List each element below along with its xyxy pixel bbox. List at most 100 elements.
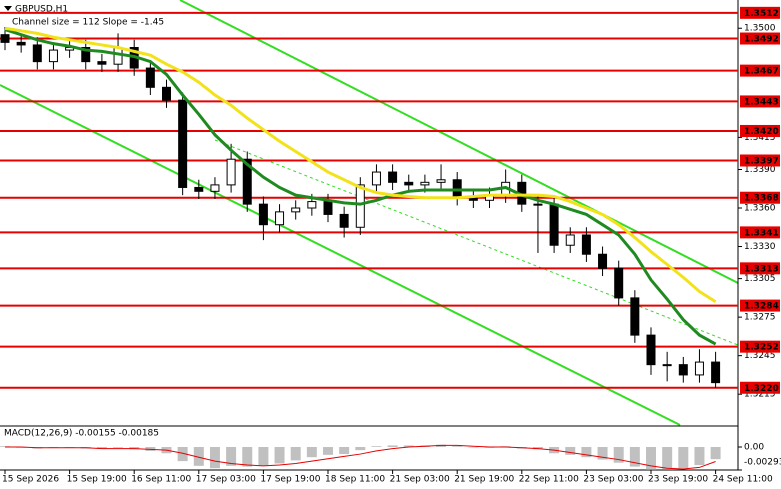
candle-body	[404, 181, 414, 186]
level-chip	[740, 226, 780, 239]
candle-body	[16, 41, 26, 46]
candle-body	[32, 44, 42, 63]
macd-bar	[113, 446, 124, 448]
level-label: 1.3420	[744, 127, 779, 137]
candle-body	[291, 207, 301, 213]
macd-bar	[226, 446, 237, 466]
level-label: 1.3313	[744, 264, 779, 274]
macd-bar	[371, 446, 382, 447]
chart-subtitle: Channel size = 112 Slope = -1.45	[12, 18, 164, 28]
macd-bar	[613, 446, 624, 463]
level-label: 1.3252	[744, 343, 779, 353]
candle-body	[565, 234, 575, 246]
macd-bar	[323, 446, 333, 455]
candle-body	[178, 99, 188, 188]
candle-body	[711, 361, 721, 384]
level-chip	[740, 191, 780, 204]
macd-bar	[96, 446, 107, 449]
macd-bar	[468, 446, 479, 448]
macd-bar	[646, 446, 656, 470]
level-chip	[740, 262, 780, 275]
candle-body	[662, 364, 672, 367]
level-chip	[740, 32, 780, 45]
level-label: 1.3467	[744, 67, 779, 77]
candle-body	[242, 158, 252, 205]
candle-body	[694, 361, 704, 376]
macd-bar	[710, 446, 721, 460]
candle-body	[371, 171, 381, 186]
y-tick-label: 1.3360	[744, 204, 776, 214]
y-tick-label: 1.3500	[744, 24, 776, 34]
macd-bar	[274, 446, 285, 464]
x-tick-label: 23 Sep 03:00	[583, 475, 643, 485]
candle-body	[630, 297, 640, 336]
x-tick-label: 24 Sep 11:00	[713, 475, 773, 485]
candle-body	[145, 67, 155, 88]
macd-bar	[177, 446, 188, 462]
level-label: 1.3284	[744, 302, 779, 312]
level-chip	[740, 95, 780, 108]
level-label: 1.3512	[744, 9, 779, 19]
macd-bar	[565, 446, 576, 455]
candle-body	[436, 179, 446, 183]
macd-bar	[306, 446, 317, 458]
macd-bar	[355, 446, 366, 451]
channel	[0, 0, 739, 426]
y-tick-label: 1.3330	[744, 242, 776, 252]
level-label: 1.3220	[744, 384, 779, 394]
level-chip	[740, 340, 780, 353]
menu-arrow	[4, 6, 12, 11]
candle-body	[598, 253, 608, 269]
level-label: 1.3368	[744, 194, 779, 204]
macd-title: MACD(12,26,9) -0.00155 -0.00185	[4, 429, 159, 439]
y-tick-label: 1.3275	[744, 313, 776, 323]
x-tick-label: 21 Sep 03:00	[390, 475, 450, 485]
candle-body	[194, 186, 204, 192]
level-chip	[740, 6, 780, 19]
level-label: 1.3443	[744, 97, 779, 107]
channel-upper	[179, 0, 739, 284]
candle-body	[0, 34, 10, 43]
candle-body	[646, 334, 656, 366]
macd-bar	[242, 446, 253, 467]
candle-body	[97, 61, 107, 65]
x-tick-label: 22 Sep 11:00	[519, 475, 579, 485]
candle-body	[275, 211, 285, 226]
level-chip	[740, 299, 780, 312]
macd-bar	[290, 446, 301, 461]
candle-body	[678, 364, 688, 376]
channel-middle	[214, 139, 739, 346]
macd-signal	[5, 444, 716, 470]
macd-bar	[403, 445, 414, 447]
moving-average	[4, 28, 717, 346]
candle-body	[258, 203, 268, 226]
level-chip	[740, 154, 780, 167]
level-chip	[740, 381, 780, 394]
y-tick-label: -0.00293	[744, 458, 781, 468]
level-label: 1.3397	[744, 156, 779, 166]
level-label: 1.3492	[744, 35, 779, 45]
level-chip	[740, 124, 780, 137]
level-chip	[740, 64, 780, 77]
candle-body	[388, 171, 398, 183]
macd-bar	[387, 445, 398, 447]
y-tick-label: 1.3305	[744, 274, 776, 284]
candle-body	[533, 203, 543, 206]
macd-bar	[662, 446, 673, 469]
candle-body	[81, 47, 91, 63]
y-tick-label: 1.3415	[744, 133, 776, 143]
x-tick-label: 23 Sep 19:00	[648, 475, 708, 485]
y-tick-label: 1.3390	[744, 165, 776, 175]
x-tick-label: 21 Sep 19:00	[454, 475, 514, 485]
x-tick-label: 17 Sep 19:00	[260, 475, 320, 485]
candle-body	[339, 213, 349, 228]
candle-body	[355, 184, 365, 228]
candle-body	[614, 267, 624, 299]
x-tick-label: 18 Sep 11:00	[325, 475, 385, 485]
macd-bar	[339, 446, 350, 455]
y-tick-label: 1.3215	[744, 390, 776, 400]
level-label: 1.3341	[744, 228, 779, 238]
candle-body	[226, 158, 236, 186]
